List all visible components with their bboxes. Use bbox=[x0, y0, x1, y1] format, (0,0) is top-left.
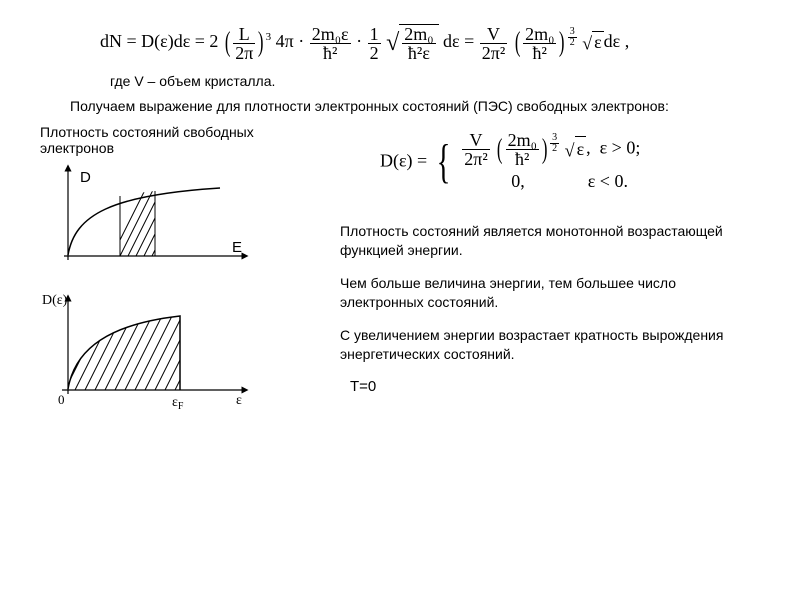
dos-free-caption: Плотность состояний свободных электронов bbox=[40, 124, 320, 156]
formula-lhs: dN = D(ε)dε = bbox=[100, 31, 209, 51]
para-monotone: Плотность состояний является монотонной … bbox=[340, 222, 760, 260]
graph1-xlabel: E bbox=[232, 239, 242, 256]
graph2-xlabel: ε bbox=[236, 393, 242, 408]
graph-dos-vs-e: D E bbox=[40, 160, 260, 280]
graph-dos-fermi: D(ε) ε 0 εF bbox=[40, 290, 260, 420]
obtain-text: Получаем выражение для плотности электро… bbox=[70, 97, 670, 116]
para-more-energy: Чем больше величина энергии, тем большее… bbox=[340, 274, 760, 312]
where-v-text: где V – объем кристалла. bbox=[110, 72, 760, 91]
graph2-ylabel: D(ε) bbox=[42, 293, 68, 308]
para-degeneracy: С увеличением энергии возрастает кратнос… bbox=[340, 326, 760, 364]
graph2-origin: 0 bbox=[58, 392, 65, 407]
graph1-ylabel: D bbox=[80, 169, 91, 186]
t-zero-label: T=0 bbox=[350, 378, 760, 395]
piecewise-formula: D(ε) = { V2π² (2m₀ħ²)32 √ε, ε > 0; 0, ε … bbox=[380, 130, 760, 194]
graph2-fermi: εF bbox=[172, 395, 184, 412]
main-formula: dN = D(ε)dε = 2 (L2π)3 4π · 2m₀εħ² · 12 … bbox=[100, 24, 760, 62]
